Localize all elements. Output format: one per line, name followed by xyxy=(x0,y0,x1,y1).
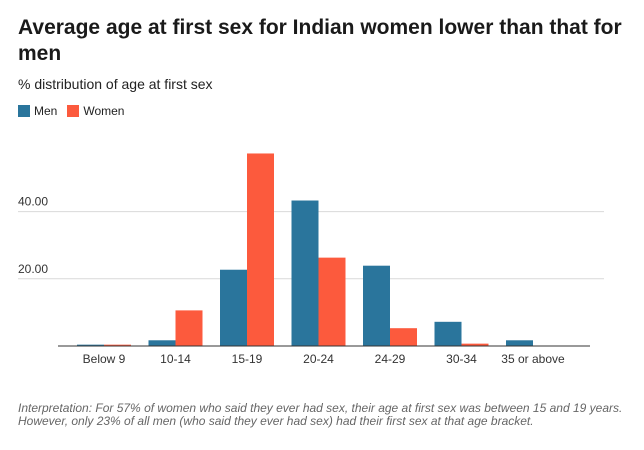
legend-swatch-women xyxy=(67,105,80,117)
legend-item-men: Men xyxy=(18,104,57,118)
x-tick-label: 30-34 xyxy=(446,352,477,366)
x-tick-label: Below 9 xyxy=(83,352,126,366)
footnote: Interpretation: For 57% of women who sai… xyxy=(18,401,623,428)
bar-women-3 xyxy=(318,257,346,346)
bar-men-2 xyxy=(220,269,247,346)
legend-swatch-men xyxy=(18,105,30,117)
bar-men-6 xyxy=(506,340,533,346)
bar-women-4 xyxy=(390,328,417,346)
bar-men-5 xyxy=(434,321,462,346)
bar-men-0 xyxy=(77,344,104,346)
bar-women-2 xyxy=(247,153,274,346)
x-tick-label: 24-29 xyxy=(375,352,406,366)
legend-label-men: Men xyxy=(34,104,58,118)
bar-chart: 20.00 40.00 Below 9 10-14 15-19 20-24 24-29 30-… xyxy=(18,153,604,366)
bar-women-1 xyxy=(175,310,203,346)
x-tick-label: 35 or above xyxy=(501,352,565,366)
bar-women-0 xyxy=(104,344,131,346)
x-tick-label: 20-24 xyxy=(303,352,334,366)
x-tick-label: 10-14 xyxy=(160,352,191,366)
legend: Men Women xyxy=(18,104,134,118)
y-tick-label: 40.00 xyxy=(18,195,48,209)
bar-men-3 xyxy=(291,200,319,346)
x-tick-label: 15-19 xyxy=(232,352,263,366)
bar-men-1 xyxy=(148,340,176,346)
chart-subtitle: % distribution of age at first sex xyxy=(18,76,213,92)
legend-label-women: Women xyxy=(83,104,125,118)
legend-item-women: Women xyxy=(67,104,124,118)
y-tick-label: 20.00 xyxy=(18,262,48,276)
bar-men-4 xyxy=(363,265,390,346)
chart-title: Average age at first sex for Indian wome… xyxy=(18,16,622,65)
bar-women-5 xyxy=(461,343,489,346)
